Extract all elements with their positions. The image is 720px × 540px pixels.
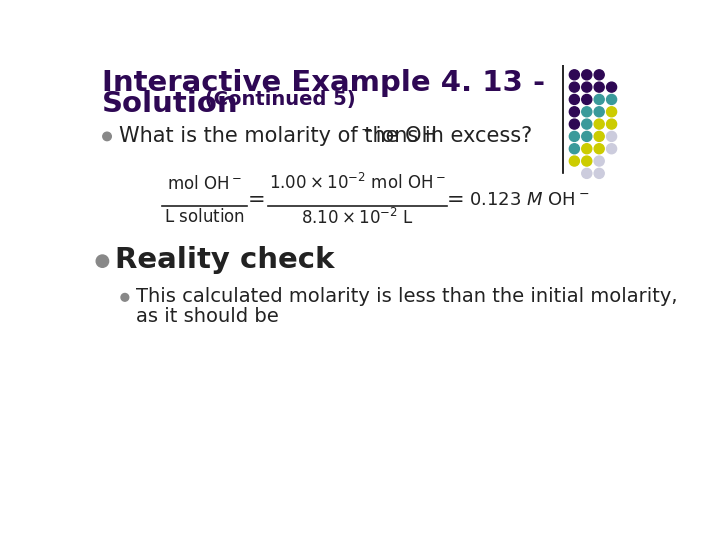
Circle shape xyxy=(594,119,604,129)
Circle shape xyxy=(103,132,112,140)
Circle shape xyxy=(582,144,592,154)
Text: Solution: Solution xyxy=(102,90,238,118)
Circle shape xyxy=(582,168,592,178)
Circle shape xyxy=(582,70,592,80)
Circle shape xyxy=(582,94,592,104)
Circle shape xyxy=(606,131,616,141)
Circle shape xyxy=(606,94,616,104)
Text: =: = xyxy=(248,190,266,210)
Circle shape xyxy=(606,144,616,154)
Circle shape xyxy=(582,131,592,141)
Circle shape xyxy=(594,168,604,178)
Circle shape xyxy=(594,107,604,117)
Circle shape xyxy=(570,107,580,117)
Circle shape xyxy=(582,156,592,166)
Text: as it should be: as it should be xyxy=(137,307,279,326)
Circle shape xyxy=(570,119,580,129)
Circle shape xyxy=(570,82,580,92)
Text: $\mathrm{1.00 \times 10^{-2}\ mol\ OH^-}$: $\mathrm{1.00 \times 10^{-2}\ mol\ OH^-}… xyxy=(269,173,446,193)
Circle shape xyxy=(96,255,109,267)
Text: (Continued 5): (Continued 5) xyxy=(199,90,356,109)
Text: $\mathrm{L\ solution}$: $\mathrm{L\ solution}$ xyxy=(164,208,246,226)
Text: This calculated molarity is less than the initial molarity,: This calculated molarity is less than th… xyxy=(137,287,678,306)
Text: $\mathrm{8.10 \times 10^{-2}\ L}$: $\mathrm{8.10 \times 10^{-2}\ L}$ xyxy=(301,208,414,228)
Text: =: = xyxy=(447,190,464,210)
Text: Interactive Example 4. 13 -: Interactive Example 4. 13 - xyxy=(102,69,545,97)
Circle shape xyxy=(570,70,580,80)
Circle shape xyxy=(582,107,592,117)
Text: $\mathrm{mol\ OH^-}$: $\mathrm{mol\ OH^-}$ xyxy=(167,176,242,193)
Circle shape xyxy=(570,156,580,166)
Circle shape xyxy=(582,119,592,129)
Circle shape xyxy=(594,131,604,141)
Circle shape xyxy=(570,131,580,141)
Circle shape xyxy=(570,94,580,104)
Circle shape xyxy=(570,144,580,154)
Text: ions in excess?: ions in excess? xyxy=(369,126,532,146)
Circle shape xyxy=(121,294,129,301)
Circle shape xyxy=(606,82,616,92)
Circle shape xyxy=(594,156,604,166)
Circle shape xyxy=(594,82,604,92)
Text: What is the molarity of the OH: What is the molarity of the OH xyxy=(120,126,438,146)
Text: $0.123\ \mathit{M}\ \mathrm{OH^-}$: $0.123\ \mathit{M}\ \mathrm{OH^-}$ xyxy=(469,191,589,208)
Text: Reality check: Reality check xyxy=(114,246,334,274)
Text: −: − xyxy=(361,123,372,137)
Circle shape xyxy=(606,119,616,129)
Circle shape xyxy=(594,70,604,80)
Circle shape xyxy=(606,107,616,117)
Circle shape xyxy=(594,94,604,104)
Circle shape xyxy=(582,82,592,92)
Circle shape xyxy=(594,144,604,154)
